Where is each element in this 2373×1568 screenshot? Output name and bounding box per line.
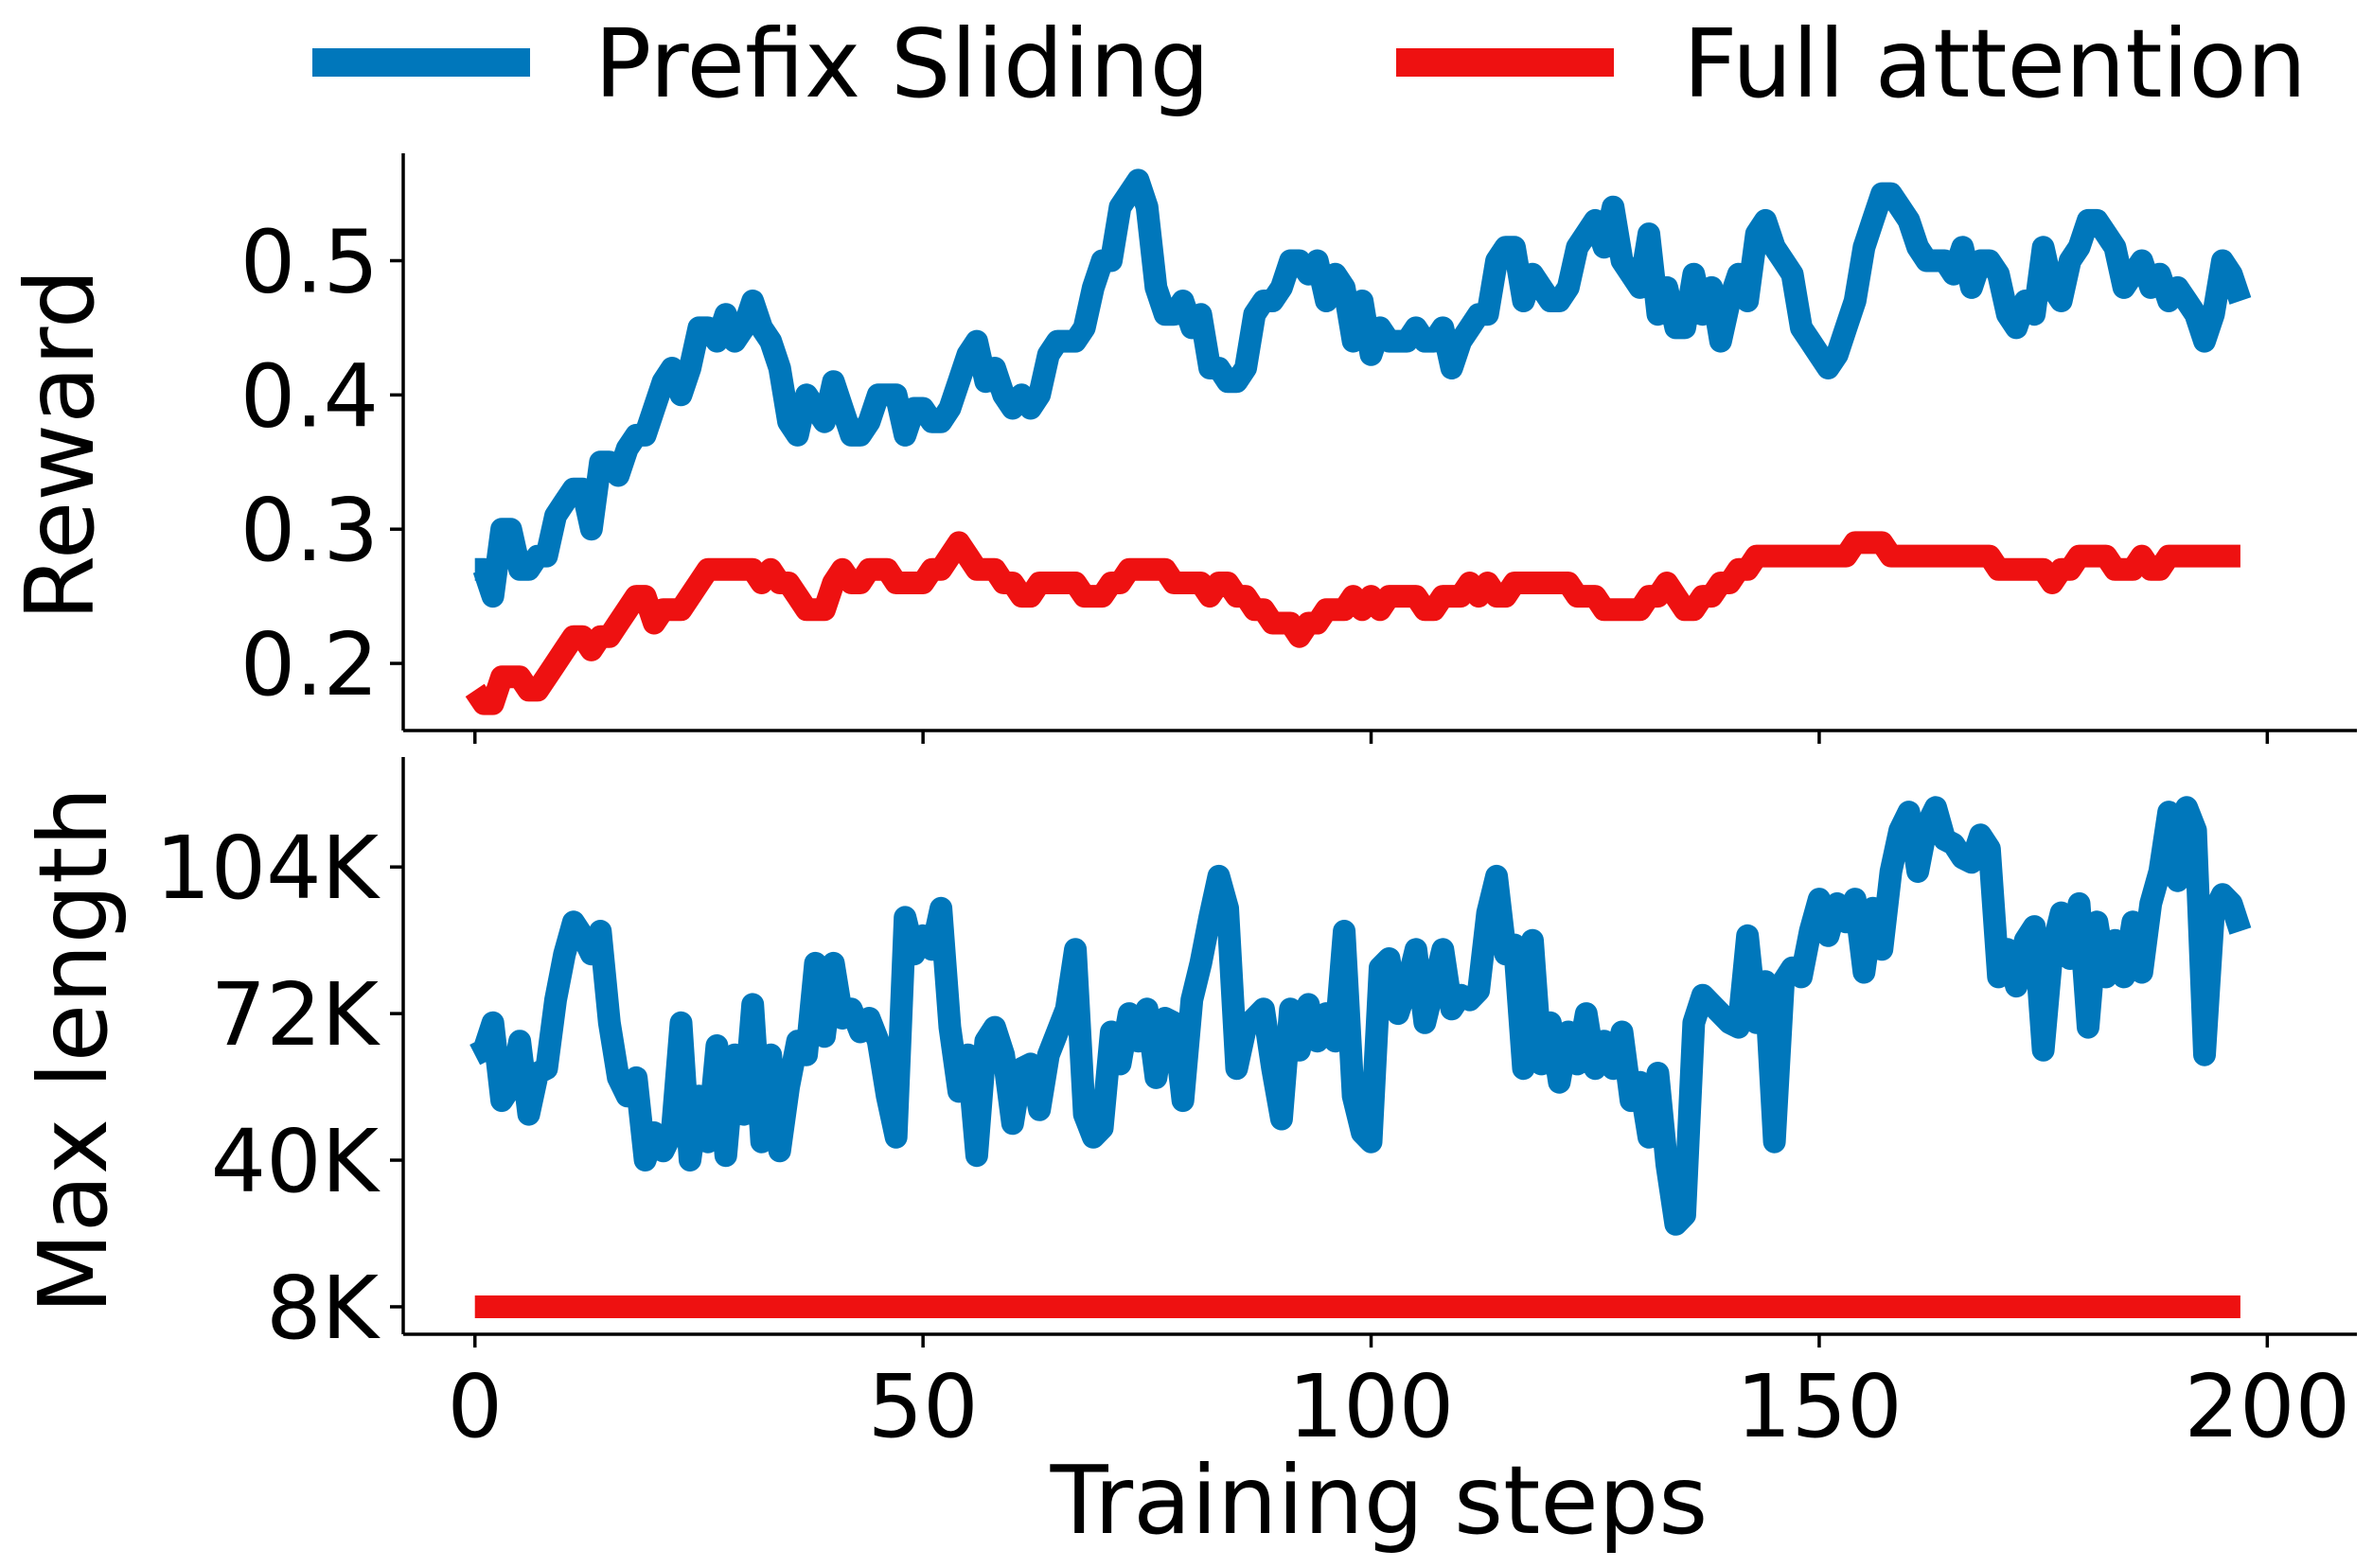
x-tick-label-100: 100 [1288, 1356, 1455, 1457]
reward-y-tick-label-0-5: 0.5 [240, 211, 379, 312]
reward-axis-title: Reward [5, 269, 115, 621]
reward-panel: Reward 0.2 0.3 0.4 0.5 [5, 153, 2357, 744]
max-length-panel: Max length 8K 40K 72K 104K 0 50 100 150 200 [18, 757, 2357, 1457]
legend-label-full-attention: Full attention [1683, 9, 2307, 119]
reward-y-tick-label-0-3: 0.3 [240, 480, 379, 581]
max-length-y-tick-label-40k: 40K [211, 1111, 381, 1212]
max-length-axis-title: Max length [18, 786, 129, 1313]
reward-y-tick-label-0-2: 0.2 [240, 614, 379, 715]
max-length-y-tick-label-72k: 72K [211, 964, 381, 1066]
max-length-y-tick-label-8k: 8K [266, 1258, 381, 1359]
x-tick-label-150: 150 [1736, 1356, 1903, 1457]
legend-label-prefix-sliding: Prefix Sliding [594, 9, 1210, 119]
reward-y-tick-label-0-4: 0.4 [240, 345, 379, 447]
max-length-y-tick-label-104k: 104K [155, 818, 381, 919]
x-tick-label-50: 50 [868, 1356, 979, 1457]
x-tick-label-0: 0 [447, 1356, 503, 1457]
x-tick-label-200: 200 [2185, 1356, 2351, 1457]
legend: Prefix Sliding Full attention [312, 9, 2307, 119]
x-axis-title: Training steps [1050, 1445, 1709, 1556]
max-length-series-prefix-sliding [469, 796, 2252, 1236]
reward-series-full-attention [465, 531, 2243, 715]
reward-series-prefix-sliding [472, 168, 2252, 608]
